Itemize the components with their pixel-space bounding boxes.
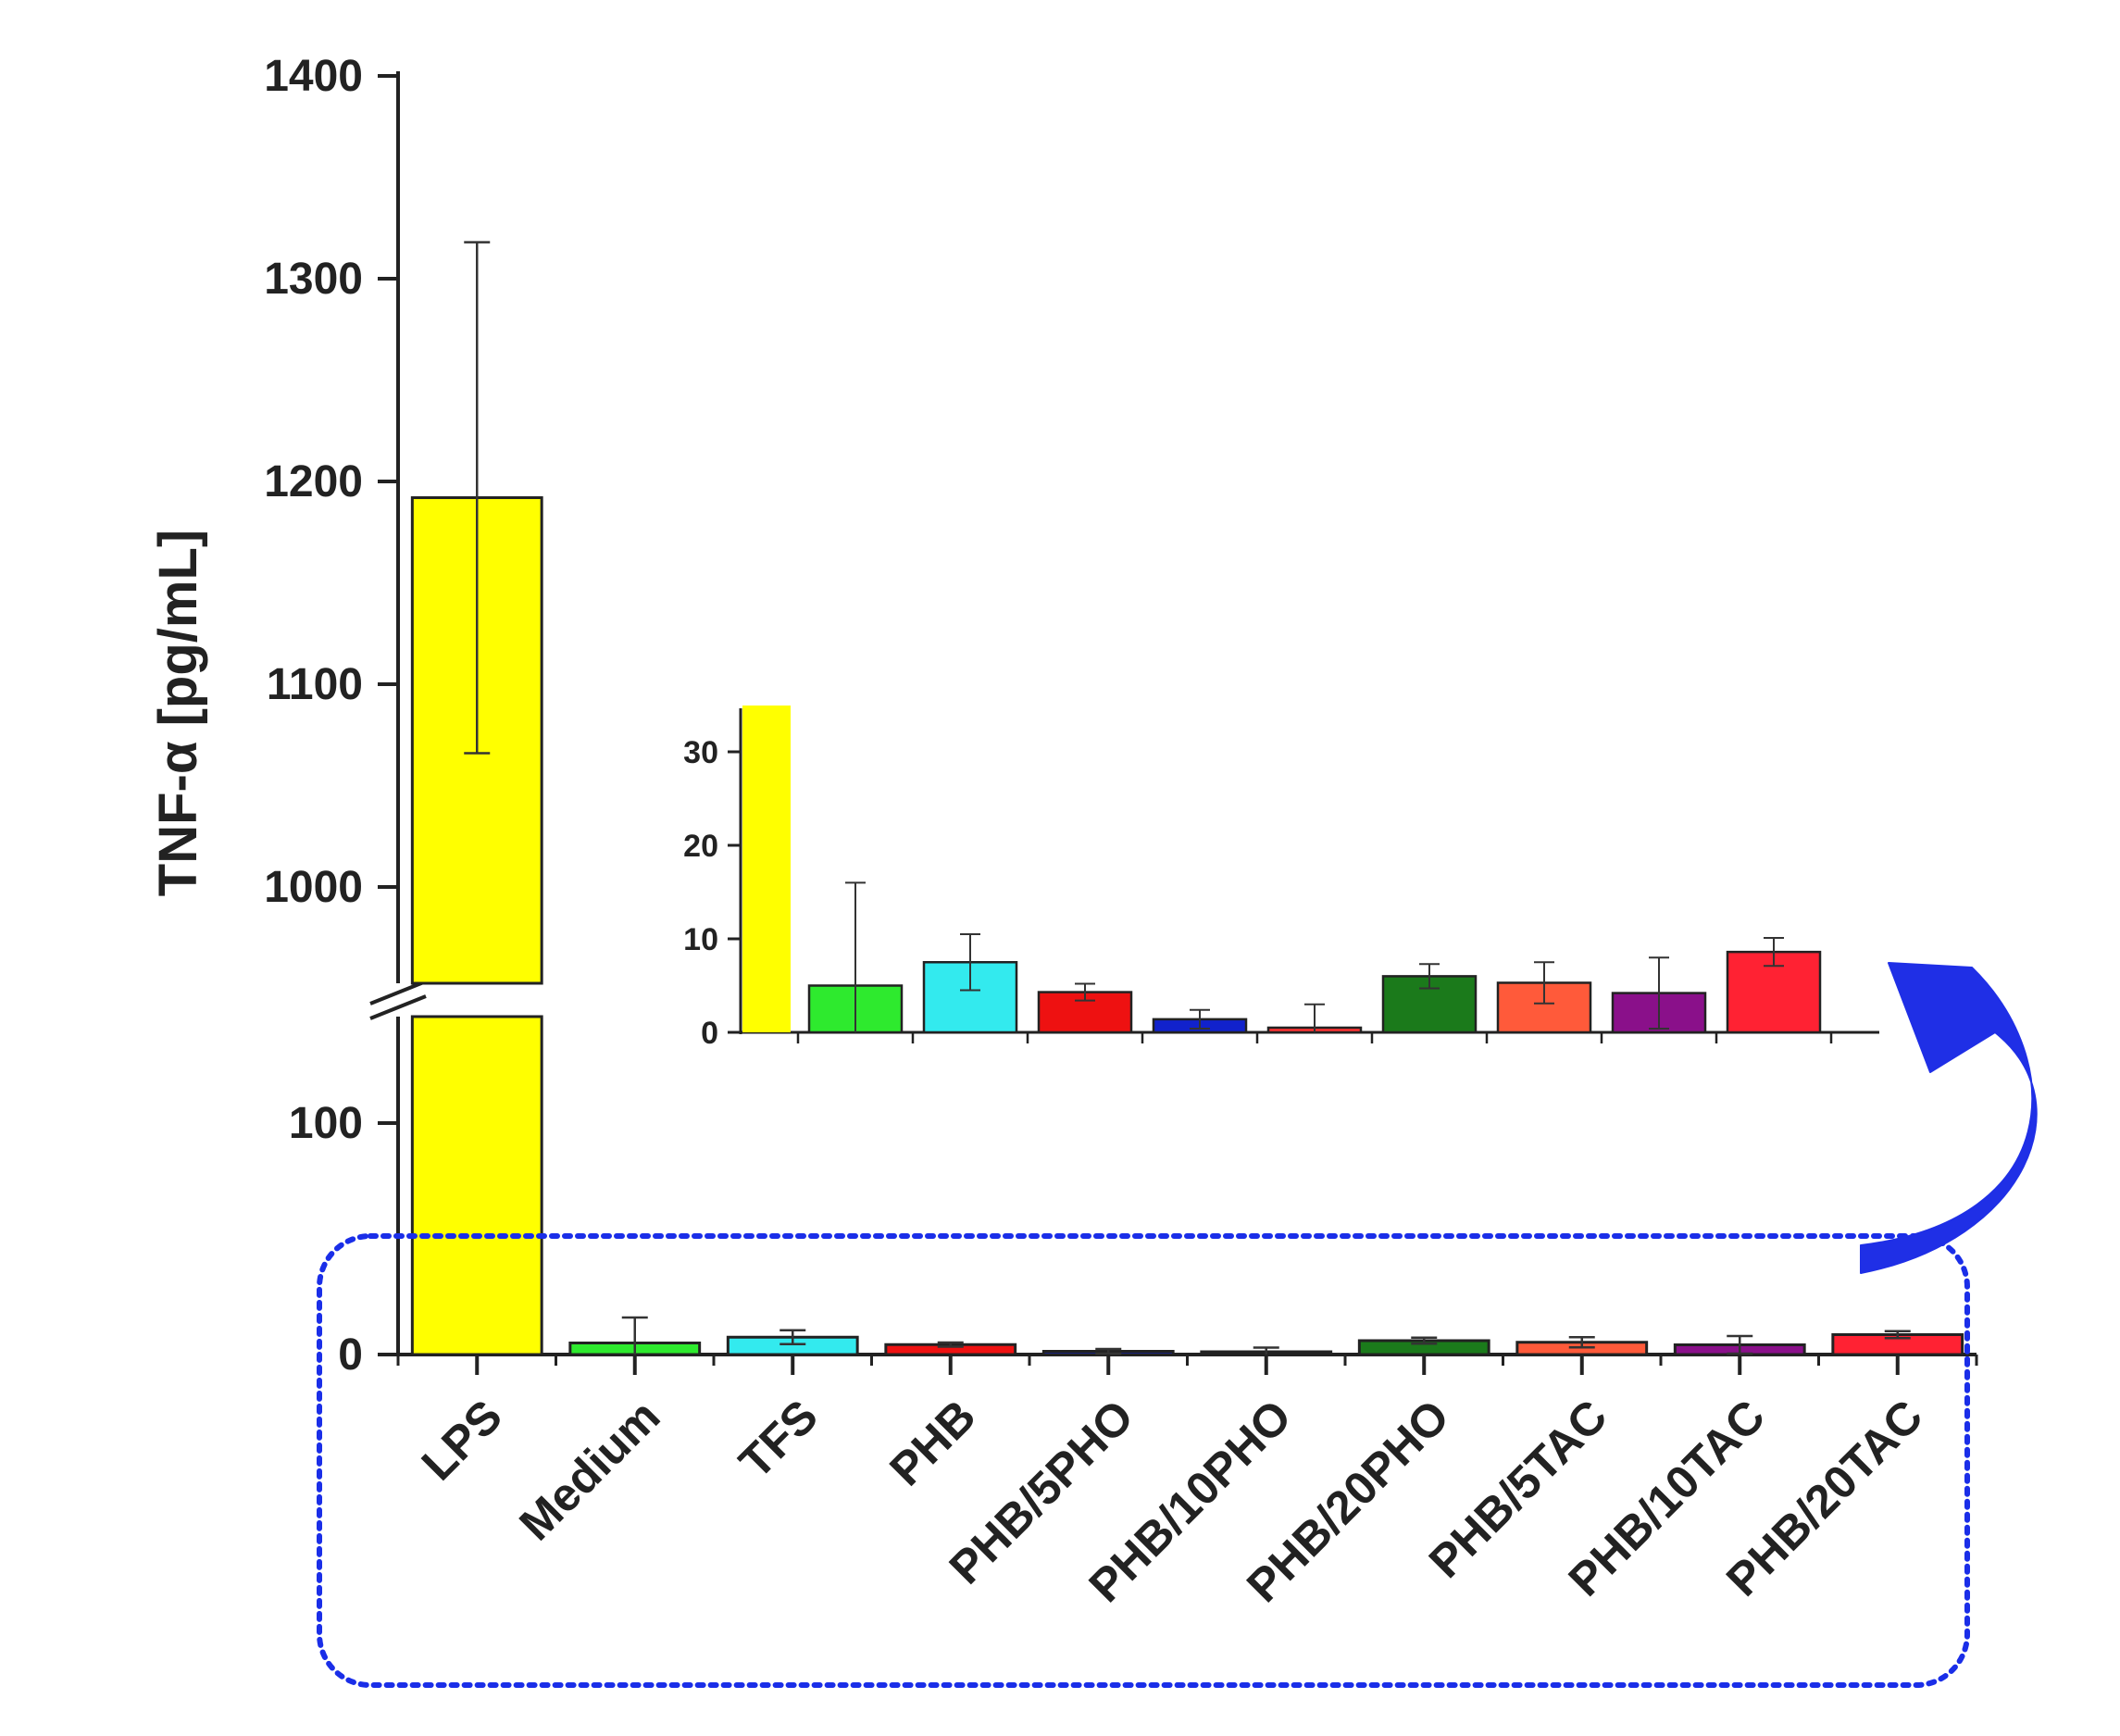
y-tick-label: 100: [289, 1099, 363, 1148]
y-tick-label: 1000: [264, 863, 363, 912]
y-tick-label: 1300: [264, 255, 363, 304]
inset-bar-lps: [742, 706, 791, 1032]
y-tick-label: 1400: [264, 52, 363, 101]
highlight-box: [317, 1233, 1970, 1688]
axis-break-mark: [369, 980, 427, 1005]
inset-y-tick-label: 30: [683, 735, 718, 770]
axis-break-mark: [369, 994, 427, 1020]
y-tick-label: 1200: [264, 457, 363, 506]
y-tick-label: 1100: [267, 660, 363, 709]
inset-y-tick-label: 20: [683, 829, 718, 864]
bar-lps-lower: [410, 1015, 543, 1356]
inset-y-tick-label: 10: [683, 922, 718, 957]
inset-bar-phb-20pho: [1381, 975, 1478, 1034]
y-tick-label: 0: [338, 1330, 363, 1380]
inset-y-tick-label: 0: [701, 1016, 718, 1051]
y-axis-title: TNF-α [pg/mL]: [148, 530, 208, 896]
curved-arrow-icon: [1860, 962, 2038, 1274]
